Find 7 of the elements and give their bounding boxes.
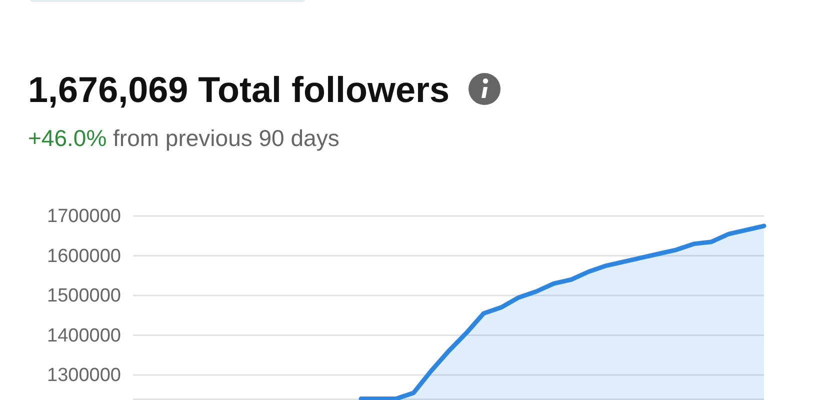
y-tick-label: 1700000 [47, 206, 121, 228]
y-tick-label: 1400000 [47, 325, 121, 346]
y-tick-label: 1300000 [47, 365, 121, 386]
y-tick-label: 1500000 [47, 286, 121, 307]
chart-title: 1,676,069 Total followers [28, 69, 450, 110]
y-tick-label: 1600000 [47, 246, 121, 267]
chart-subtitle: +46.0% from previous 90 days [28, 125, 340, 151]
